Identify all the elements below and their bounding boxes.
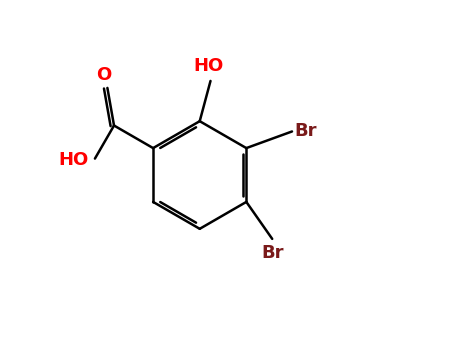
Text: Br: Br [261, 244, 283, 262]
Text: Br: Br [295, 122, 317, 140]
Text: O: O [96, 66, 111, 84]
Text: HO: HO [58, 151, 89, 169]
Text: HO: HO [194, 57, 224, 75]
